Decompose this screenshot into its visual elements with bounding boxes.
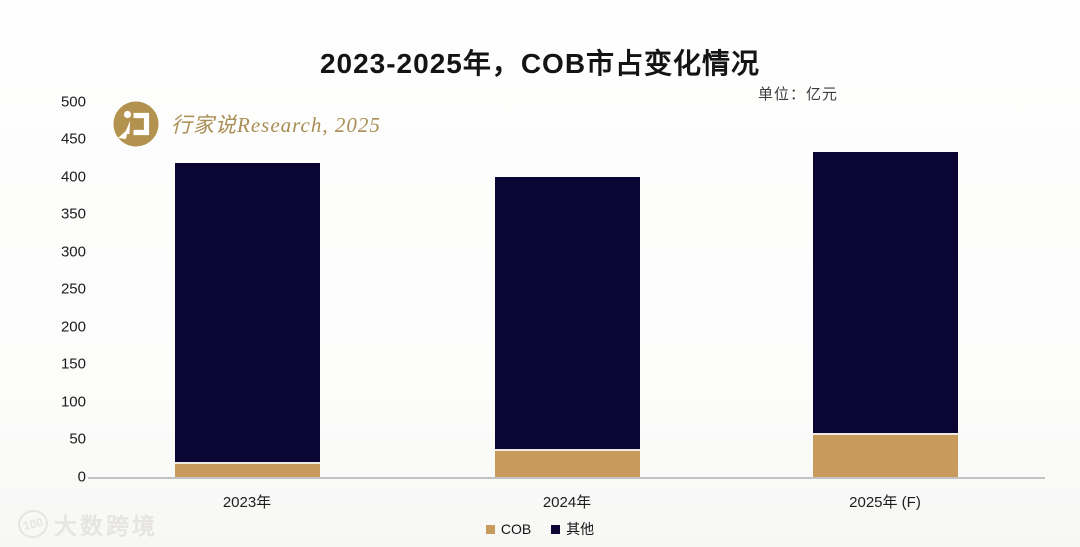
bar-segment-cob (494, 450, 640, 477)
chart-title: 2023-2025年，COB市占变化情况 (319, 48, 761, 79)
speech-bubble-icon (113, 101, 159, 147)
legend: COB 其他 (0, 519, 1080, 539)
y-tick-label: 250 (60, 280, 86, 298)
bar-segment-other (494, 176, 640, 451)
y-tick-label: 350 (60, 205, 86, 223)
y-tick-label: 100 (60, 393, 86, 411)
brand: 行家说Research, 2025 (113, 101, 381, 147)
y-tick-label: 450 (60, 130, 86, 148)
legend-label: COB (500, 521, 532, 537)
x-axis-category-label: 2023年 (222, 494, 272, 511)
watermark-text: 大数跨境 (54, 513, 159, 539)
y-tick-label: 50 (69, 430, 86, 448)
bar-segment-cob (812, 434, 958, 477)
x-axis-line (88, 477, 1045, 479)
y-tick-label: 500 (60, 93, 86, 110)
watermark: 100 大数跨境 (15, 506, 159, 542)
y-tick-label: 300 (60, 243, 86, 261)
y-tick-label: 150 (60, 355, 86, 373)
bar-segment-other (812, 151, 958, 435)
y-tick-label: 200 (60, 318, 86, 336)
stacked-bar (812, 151, 958, 477)
legend-item: 其他 (551, 519, 594, 539)
bar-segment-cob (174, 464, 320, 477)
brand-name: 行家说Research, 2025 (171, 113, 381, 137)
legend-label: 其他 (566, 521, 595, 537)
unit-label: 单位：亿元 (758, 86, 839, 103)
y-tick-label: 0 (77, 468, 86, 486)
legend-swatch-icon (551, 524, 561, 534)
bar-segment-other (174, 163, 320, 465)
watermark-100-badge-icon: 100 (15, 506, 51, 542)
y-tick-label: 400 (60, 168, 86, 186)
stacked-bar (174, 163, 320, 477)
stacked-bar (494, 176, 640, 477)
x-axis-category-label: 2024年 (542, 494, 592, 511)
x-axis-category-label: 2025年 (F) (849, 494, 921, 511)
legend-item: COB (485, 521, 532, 537)
legend-swatch-icon (485, 524, 495, 534)
